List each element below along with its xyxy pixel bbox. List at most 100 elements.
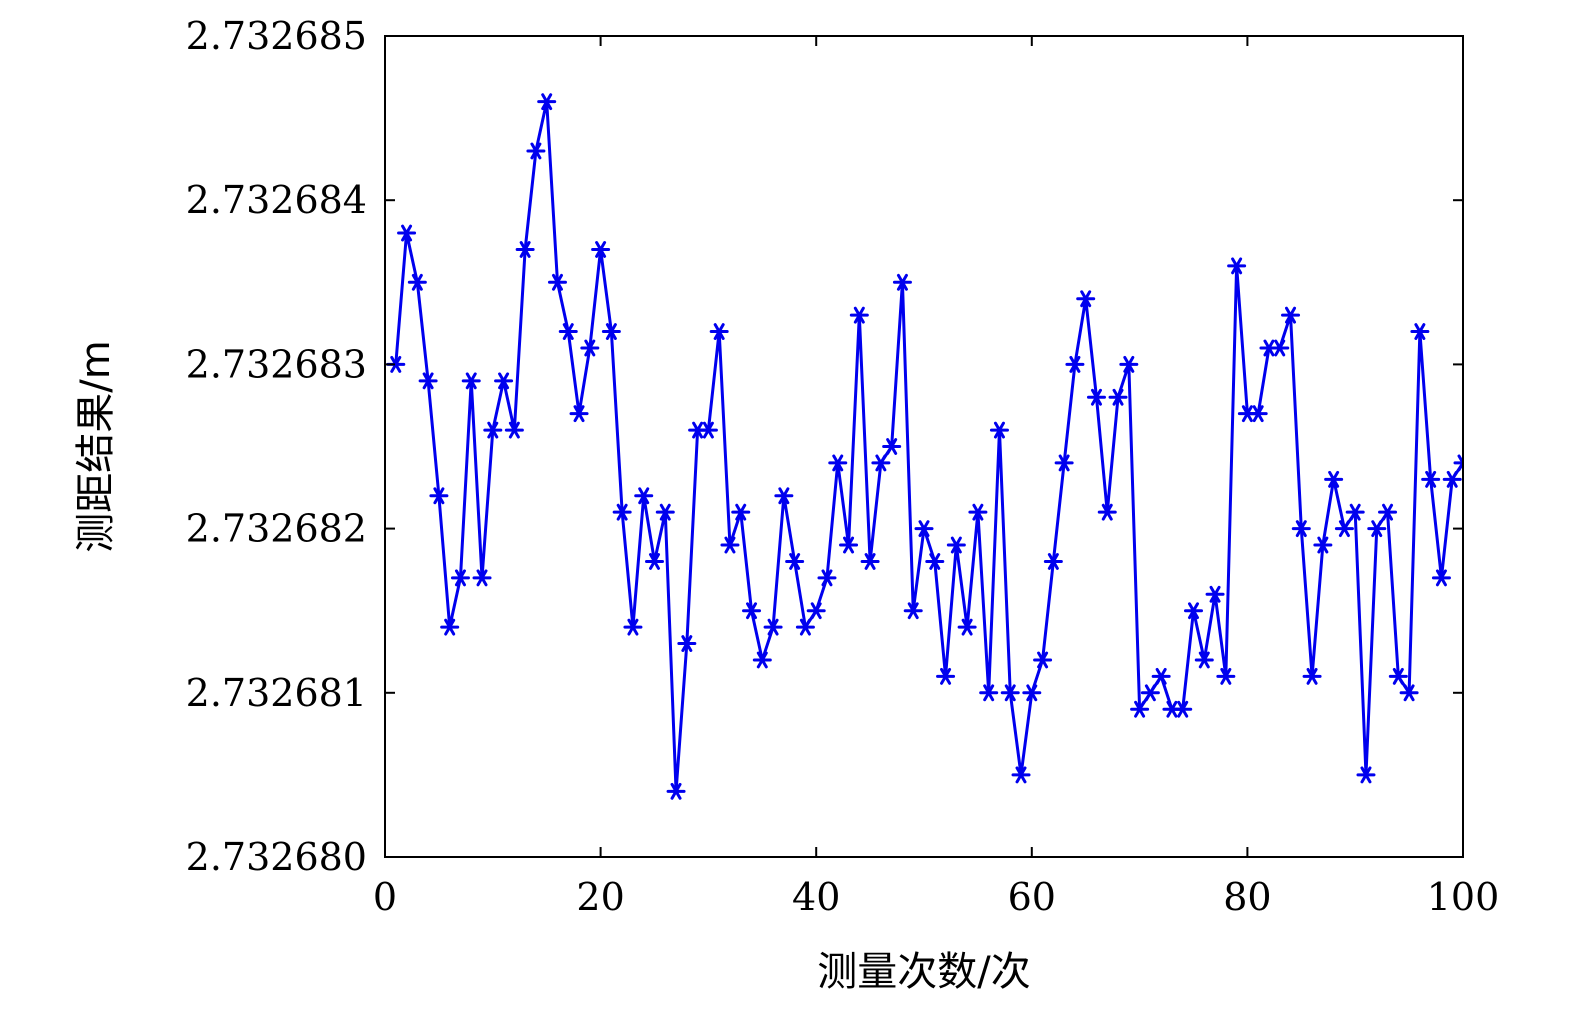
data-point xyxy=(1345,503,1365,521)
data-point xyxy=(397,224,417,242)
data-point xyxy=(731,503,751,521)
data-point xyxy=(1270,339,1290,357)
data-point xyxy=(601,323,621,340)
data-point xyxy=(1011,766,1031,784)
series-layer xyxy=(386,93,1463,800)
y-tick-label: 2.732682 xyxy=(186,507,367,551)
data-point xyxy=(795,618,815,636)
data-point xyxy=(612,503,632,521)
y-tick-label: 2.732683 xyxy=(186,342,367,386)
data-point xyxy=(1431,569,1451,587)
data-point xyxy=(1378,503,1398,521)
data-point xyxy=(461,372,481,390)
data-point xyxy=(1453,454,1463,472)
data-point xyxy=(752,651,772,669)
data-point xyxy=(537,93,557,111)
data-point xyxy=(849,306,869,324)
y-axis-title: 测距结果/m xyxy=(73,340,119,552)
data-point xyxy=(817,569,837,587)
data-point xyxy=(450,569,470,587)
x-tick-label: 0 xyxy=(373,875,397,919)
series-line xyxy=(394,100,1463,793)
data-point xyxy=(1033,651,1053,669)
data-point xyxy=(968,503,988,521)
data-point xyxy=(871,454,891,472)
data-point xyxy=(1043,553,1063,570)
data-point xyxy=(1097,503,1117,521)
data-point xyxy=(860,553,880,570)
data-point xyxy=(946,536,966,554)
x-axis-title: 测量次数/次 xyxy=(817,949,1030,995)
data-point xyxy=(558,323,578,340)
data-point xyxy=(839,536,859,554)
data-point xyxy=(979,684,999,702)
data-point xyxy=(1151,667,1171,685)
data-point xyxy=(1421,470,1441,488)
data-point xyxy=(1173,700,1193,718)
data-point xyxy=(709,323,729,340)
data-point xyxy=(914,520,934,538)
ticks-layer: 0 20 40 60 80 100 2.732680 2.732681 2.732682 2.73… xyxy=(186,14,1500,919)
y-tick-label: 2.732681 xyxy=(186,671,367,715)
data-point xyxy=(1108,388,1128,406)
data-point xyxy=(526,142,546,160)
data-point xyxy=(1194,651,1214,669)
plot-frame xyxy=(384,35,1464,858)
data-point xyxy=(1184,602,1203,620)
data-point xyxy=(569,405,589,423)
data-point xyxy=(1022,684,1042,702)
x-tick-label: 40 xyxy=(792,875,840,919)
data-point xyxy=(494,372,514,390)
data-point xyxy=(1291,520,1311,538)
data-point xyxy=(580,339,600,357)
data-point xyxy=(774,487,794,505)
data-point xyxy=(677,635,697,652)
data-point xyxy=(591,241,611,258)
data-point xyxy=(1000,684,1020,702)
data-point xyxy=(655,503,675,521)
data-point xyxy=(483,421,503,439)
data-point xyxy=(623,618,643,636)
data-point xyxy=(429,487,449,505)
data-point xyxy=(1442,470,1462,488)
data-point xyxy=(1130,700,1150,718)
data-point xyxy=(1076,290,1096,308)
data-point xyxy=(698,421,718,439)
data-point xyxy=(634,487,654,505)
data-point xyxy=(1399,684,1419,702)
data-point xyxy=(1140,684,1160,702)
data-point xyxy=(936,667,956,685)
data-point xyxy=(720,536,740,554)
data-point xyxy=(515,241,535,258)
data-point xyxy=(1302,667,1322,685)
x-tick-label: 60 xyxy=(1008,875,1056,919)
data-point xyxy=(1248,405,1268,423)
x-tick-label: 20 xyxy=(576,875,624,919)
data-point xyxy=(1205,585,1225,603)
data-point xyxy=(785,553,805,570)
data-point xyxy=(1086,388,1106,406)
data-point xyxy=(547,273,567,291)
data-point xyxy=(1410,323,1430,340)
data-point xyxy=(1388,667,1408,685)
data-point xyxy=(1367,520,1387,538)
data-point xyxy=(1216,667,1236,685)
data-point xyxy=(903,602,923,620)
data-point xyxy=(472,569,492,587)
data-point xyxy=(892,273,912,291)
data-point xyxy=(957,618,977,636)
data-point xyxy=(989,421,1009,439)
data-point xyxy=(440,618,460,636)
data-point xyxy=(742,602,762,620)
data-point xyxy=(504,421,524,439)
data-point xyxy=(666,782,686,800)
data-point xyxy=(1324,470,1344,488)
y-tick-label: 2.732685 xyxy=(186,14,367,58)
y-tick-label: 2.732684 xyxy=(186,178,367,222)
data-point xyxy=(1119,355,1139,373)
data-point xyxy=(763,618,783,636)
data-point xyxy=(882,438,902,455)
data-point xyxy=(1313,536,1333,554)
data-point xyxy=(828,454,848,472)
